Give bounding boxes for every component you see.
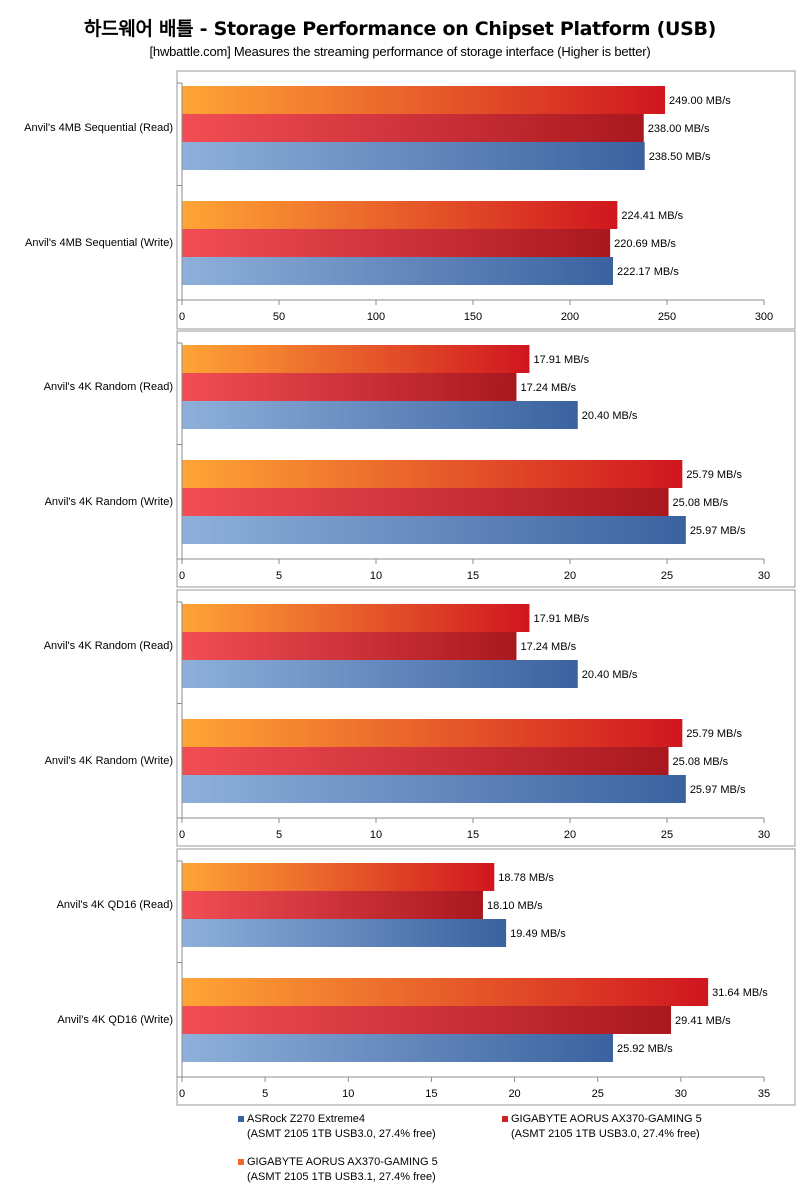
x-tick-label: 10 bbox=[342, 1088, 354, 1100]
bar-asrock bbox=[182, 775, 686, 803]
x-tick-label: 30 bbox=[758, 570, 770, 582]
x-tick-label: 25 bbox=[661, 829, 673, 841]
x-tick-label: 200 bbox=[561, 311, 579, 323]
bar-gigabyte-usb31 bbox=[182, 460, 683, 488]
bar-gigabyte-usb30 bbox=[182, 1006, 672, 1034]
data-label: 25.79 MB/s bbox=[686, 728, 742, 740]
category-label: Anvil's 4K Random (Write) bbox=[45, 755, 173, 767]
bar-gigabyte-usb31 bbox=[182, 978, 709, 1006]
data-label: 220.69 MB/s bbox=[614, 238, 676, 250]
chart-panel-2: 17.91 MB/s 17.24 MB/s 20.40 MB/s Anvil's 4K… bbox=[44, 330, 796, 588]
chart-panel-1: 249.00 MB/s 238.00 MB/s 238.50 MB/s Anvil's… bbox=[24, 70, 796, 330]
bar-asrock bbox=[182, 1034, 614, 1062]
data-label: 19.49 MB/s bbox=[510, 928, 566, 940]
category-label: Anvil's 4K Random (Write) bbox=[45, 496, 173, 508]
bar-asrock bbox=[182, 660, 578, 688]
bar-gigabyte-usb31 bbox=[182, 345, 530, 373]
data-label: 25.79 MB/s bbox=[686, 469, 742, 481]
data-label: 222.17 MB/s bbox=[617, 266, 679, 278]
bar-gigabyte-usb30 bbox=[182, 229, 611, 257]
data-label: 25.08 MB/s bbox=[673, 756, 729, 768]
x-tick-label: 30 bbox=[675, 1088, 687, 1100]
bar-asrock bbox=[182, 919, 507, 947]
x-tick-label: 15 bbox=[467, 570, 479, 582]
data-label: 20.40 MB/s bbox=[582, 410, 638, 422]
x-tick-label: 35 bbox=[758, 1088, 770, 1100]
category-label: Anvil's 4K QD16 (Read) bbox=[57, 899, 173, 911]
category-label: Anvil's 4K Random (Read) bbox=[44, 381, 173, 393]
bar-gigabyte-usb30 bbox=[182, 114, 644, 142]
chart-title: 하드웨어 배틀 - Storage Performance on Chipset… bbox=[83, 18, 717, 40]
data-label: 25.08 MB/s bbox=[673, 497, 729, 509]
plot-frame bbox=[176, 848, 796, 1106]
data-label: 25.97 MB/s bbox=[690, 525, 746, 537]
bar-gigabyte-usb31 bbox=[182, 201, 618, 229]
bar-gigabyte-usb30 bbox=[182, 373, 517, 401]
bar-gigabyte-usb30 bbox=[182, 488, 669, 516]
category-label: Anvil's 4K QD16 (Write) bbox=[57, 1014, 173, 1026]
bar-asrock bbox=[182, 142, 645, 170]
x-tick-label: 25 bbox=[661, 570, 673, 582]
bar-gigabyte-usb30 bbox=[182, 891, 483, 919]
bar-gigabyte-usb30 bbox=[182, 747, 669, 775]
x-tick-label: 25 bbox=[592, 1088, 604, 1100]
x-tick-label: 50 bbox=[273, 311, 285, 323]
x-tick-label: 5 bbox=[276, 829, 282, 841]
bar-gigabyte-usb31 bbox=[182, 604, 530, 632]
bar-gigabyte-usb31 bbox=[182, 719, 683, 747]
data-label: 25.97 MB/s bbox=[690, 784, 746, 796]
x-tick-label: 10 bbox=[370, 829, 382, 841]
x-tick-label: 10 bbox=[370, 570, 382, 582]
bar-gigabyte-usb30 bbox=[182, 632, 517, 660]
chart-panel-3: 17.91 MB/s 17.24 MB/s 20.40 MB/s Anvil's 4K… bbox=[44, 589, 796, 847]
x-tick-label: 20 bbox=[564, 829, 576, 841]
bar-gigabyte-usb31 bbox=[182, 86, 666, 114]
x-tick-label: 0 bbox=[179, 311, 185, 323]
x-tick-label: 5 bbox=[262, 1088, 268, 1100]
plot-frame bbox=[176, 330, 796, 588]
data-label: 17.91 MB/s bbox=[533, 613, 589, 625]
data-label: 17.91 MB/s bbox=[533, 354, 589, 366]
bar-gigabyte-usb31 bbox=[182, 863, 495, 891]
data-label: 18.10 MB/s bbox=[487, 900, 543, 912]
plot-frame bbox=[176, 70, 796, 330]
chart-panel-4: 18.78 MB/s 18.10 MB/s 19.49 MB/s Anvil's 4K… bbox=[57, 848, 796, 1106]
data-label: 249.00 MB/s bbox=[669, 95, 731, 107]
data-label: 224.41 MB/s bbox=[621, 210, 683, 222]
bar-asrock bbox=[182, 516, 686, 544]
x-tick-label: 15 bbox=[425, 1088, 437, 1100]
x-tick-label: 300 bbox=[755, 311, 773, 323]
x-tick-label: 0 bbox=[179, 570, 185, 582]
category-label: Anvil's 4MB Sequential (Read) bbox=[24, 122, 173, 134]
data-label: 20.40 MB/s bbox=[582, 669, 638, 681]
x-tick-label: 0 bbox=[179, 829, 185, 841]
plot-frame bbox=[176, 589, 796, 847]
chart-subtitle: [hwbattle.com] Measures the streaming pe… bbox=[149, 44, 651, 59]
category-label: Anvil's 4MB Sequential (Write) bbox=[25, 237, 173, 249]
x-tick-label: 30 bbox=[758, 829, 770, 841]
data-label: 238.00 MB/s bbox=[648, 123, 710, 135]
x-tick-label: 20 bbox=[508, 1088, 520, 1100]
x-tick-label: 15 bbox=[467, 829, 479, 841]
data-label: 18.78 MB/s bbox=[498, 872, 554, 884]
x-tick-label: 5 bbox=[276, 570, 282, 582]
bar-asrock bbox=[182, 401, 578, 429]
data-label: 31.64 MB/s bbox=[712, 987, 768, 999]
data-label: 29.41 MB/s bbox=[675, 1015, 731, 1027]
data-label: 238.50 MB/s bbox=[649, 151, 711, 163]
x-tick-label: 150 bbox=[464, 311, 482, 323]
data-label: 17.24 MB/s bbox=[520, 641, 576, 653]
data-label: 25.92 MB/s bbox=[617, 1043, 673, 1055]
x-tick-label: 0 bbox=[179, 1088, 185, 1100]
bar-asrock bbox=[182, 257, 614, 285]
category-label: Anvil's 4K Random (Read) bbox=[44, 640, 173, 652]
x-tick-label: 250 bbox=[658, 311, 676, 323]
data-label: 17.24 MB/s bbox=[520, 382, 576, 394]
x-tick-label: 20 bbox=[564, 570, 576, 582]
x-tick-label: 100 bbox=[367, 311, 385, 323]
